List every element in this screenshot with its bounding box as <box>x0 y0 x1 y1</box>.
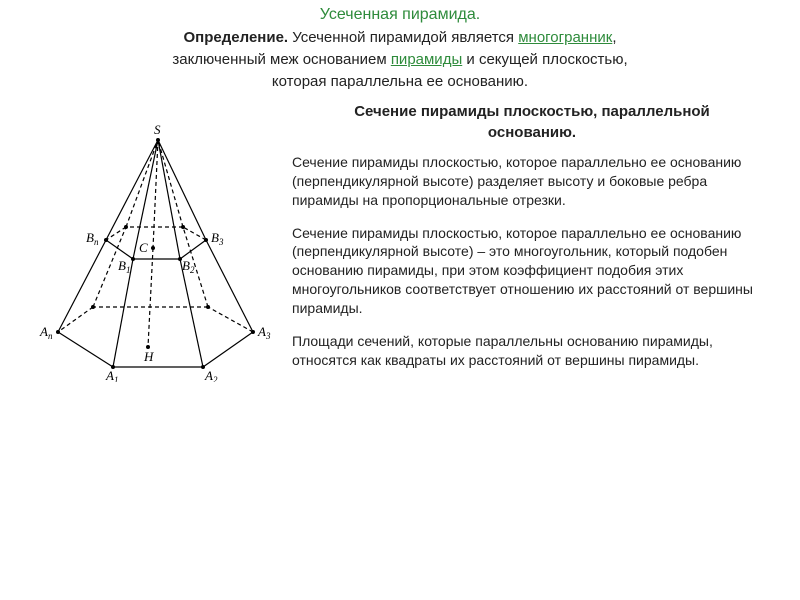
title-text: Усеченная пирамида. <box>320 6 480 23</box>
svg-text:C: C <box>139 240 148 255</box>
svg-text:A2: A2 <box>204 368 218 382</box>
link-polyhedron[interactable]: многогранник <box>518 29 612 46</box>
link-pyramid[interactable]: пирамиды <box>391 51 462 68</box>
svg-text:B3: B3 <box>211 230 224 247</box>
page-title: Усеченная пирамида. <box>28 4 772 26</box>
def-text-2a: заключенный меж основанием <box>172 51 390 68</box>
definition-label: Определение. <box>184 29 289 46</box>
pyramid-diagram: S H C A1 A2 A3 An B1 B2 B3 Bn <box>28 122 278 382</box>
paragraph-2: Сечение пирамиды плоскостью, которое пар… <box>292 224 772 318</box>
def-text-1a: Усеченной пирамидой является <box>288 29 518 46</box>
svg-text:B2: B2 <box>182 258 195 275</box>
def-text-1b: , <box>612 29 616 46</box>
content-row: S H C A1 A2 A3 An B1 B2 B3 Bn Сечение пирамиды пло… <box>28 102 772 383</box>
svg-text:A3: A3 <box>257 324 271 341</box>
section-heading: Сечение пирамиды плоскостью, параллельно… <box>292 102 772 143</box>
subhead-line2: основанию. <box>488 124 576 141</box>
svg-text:S: S <box>154 122 161 137</box>
svg-text:Bn: Bn <box>86 230 99 247</box>
subhead-line1: Сечение пирамиды плоскостью, параллельно… <box>354 103 710 120</box>
figure-column: S H C A1 A2 A3 An B1 B2 B3 Bn <box>28 102 278 383</box>
paragraph-1: Сечение пирамиды плоскостью, которое пар… <box>292 153 772 210</box>
def-text-2b: и секущей плоскостью, <box>462 51 627 68</box>
definition-block: Определение. Усеченной пирамидой являетс… <box>28 28 772 93</box>
paragraph-3: Площади сечений, которые параллельны осн… <box>292 332 772 370</box>
def-text-3: которая параллельна ее основанию. <box>272 73 528 90</box>
svg-text:An: An <box>39 324 53 341</box>
document-page: Усеченная пирамида. Определение. Усеченн… <box>0 0 800 394</box>
svg-text:H: H <box>143 349 154 364</box>
text-column: Сечение пирамиды плоскостью, параллельно… <box>292 102 772 383</box>
svg-text:A1: A1 <box>105 368 118 382</box>
svg-text:B1: B1 <box>118 258 130 275</box>
